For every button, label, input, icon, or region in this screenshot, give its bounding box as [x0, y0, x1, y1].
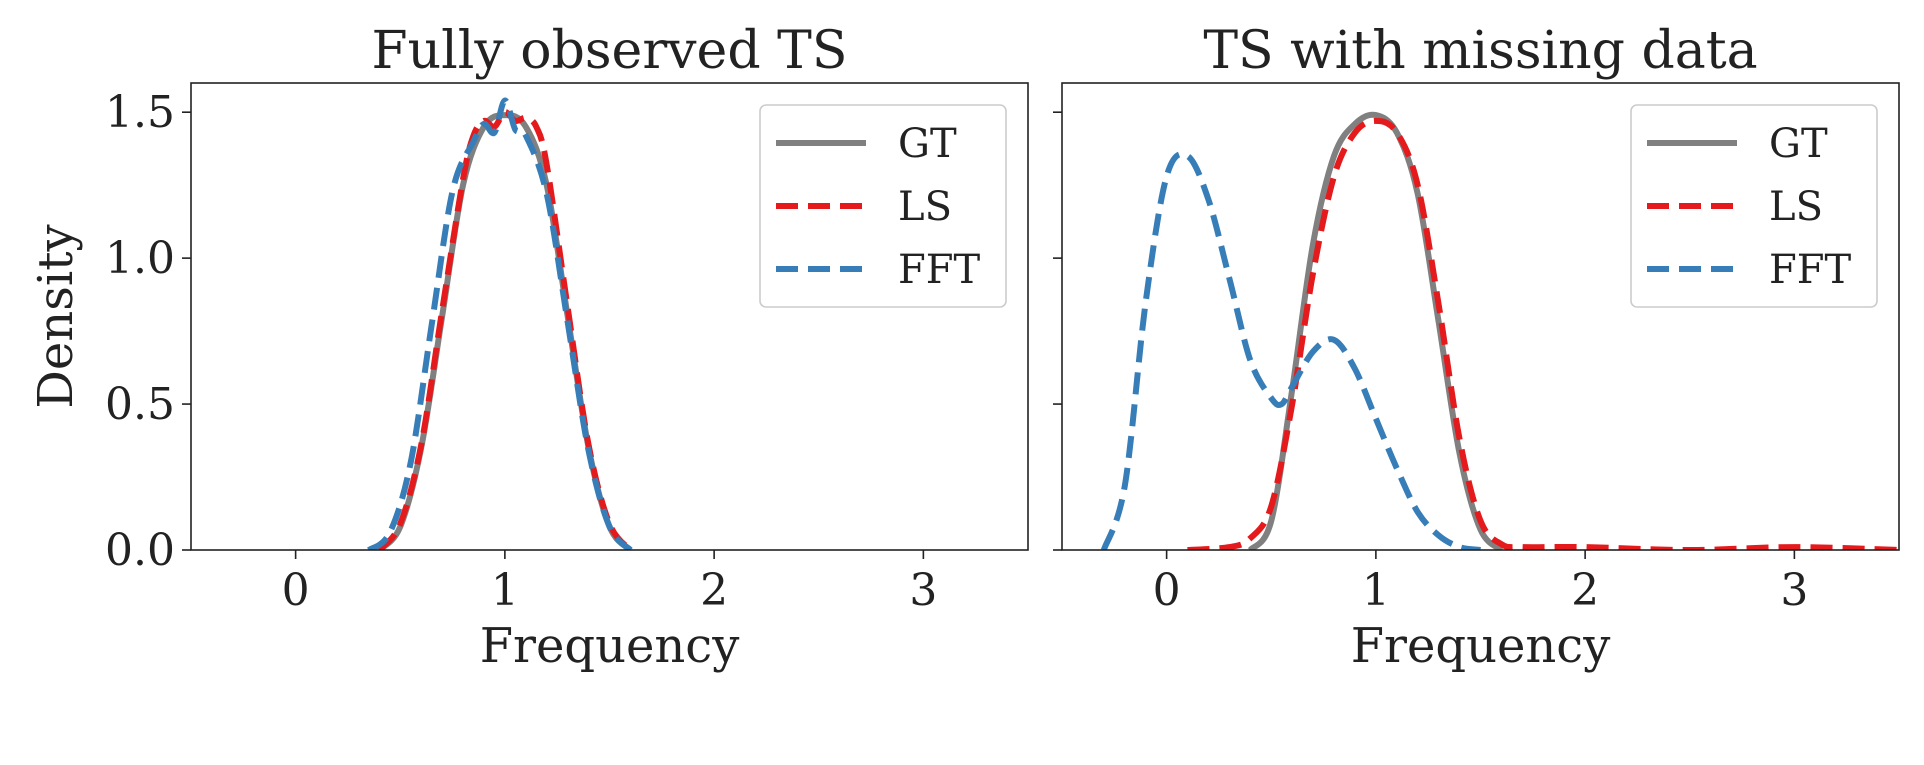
series-line-gt: [1247, 111, 1504, 550]
legend-box: [759, 104, 1007, 308]
y-tick-label: 1.0: [105, 233, 175, 284]
y-tick-label: 0.5: [105, 379, 175, 430]
plot-frame: [190, 82, 1029, 551]
series-line-fft: [1100, 151, 1481, 550]
legend-label: LS: [898, 184, 952, 230]
series-group: [1100, 111, 1899, 550]
x-axis-label: Frequency: [1351, 618, 1611, 674]
legend: GT LS FFT: [759, 104, 1007, 308]
legend-label: GT: [898, 121, 957, 167]
chart-title: Fully observed TS: [372, 21, 848, 81]
x-tick-label: 0: [282, 565, 310, 616]
legend-label: GT: [1769, 121, 1828, 167]
plot-frame: [1061, 82, 1900, 551]
x-tick-label: 0: [1153, 565, 1181, 616]
x-tick-label: 2: [700, 565, 728, 616]
x-tick-label: 3: [1780, 565, 1808, 616]
series-line-ls: [376, 109, 633, 550]
series-line-ls: [1187, 117, 1899, 550]
chart-title: TS with missing data: [1203, 21, 1757, 81]
legend-label: FFT: [898, 247, 981, 293]
x-tick-label: 2: [1571, 565, 1599, 616]
series-group: [366, 97, 633, 550]
x-tick-label: 1: [491, 565, 519, 616]
x-axis-label: Frequency: [480, 618, 740, 674]
series-line-fft: [366, 97, 633, 550]
y-axis-label: Density: [28, 224, 84, 408]
legend-label: FFT: [1769, 247, 1852, 293]
legend: GT LS FFT: [1630, 104, 1878, 308]
chart-panel-1: Fully observed TS 0 1 2 3 0.0 0.5 1.0 1.5 Frequen…: [28, 21, 1029, 674]
x-tick-label: 3: [909, 565, 937, 616]
chart-panel-2: TS with missing data 0 1 2 3 Frequency GT LS FFT: [1053, 21, 1900, 674]
x-tick-label: 1: [1362, 565, 1390, 616]
legend-box: [1630, 104, 1878, 308]
y-tick-label: 0.0: [105, 525, 175, 576]
series-line-gt: [377, 112, 633, 550]
y-tick-label: 1.5: [105, 87, 175, 138]
legend-label: LS: [1769, 184, 1823, 230]
